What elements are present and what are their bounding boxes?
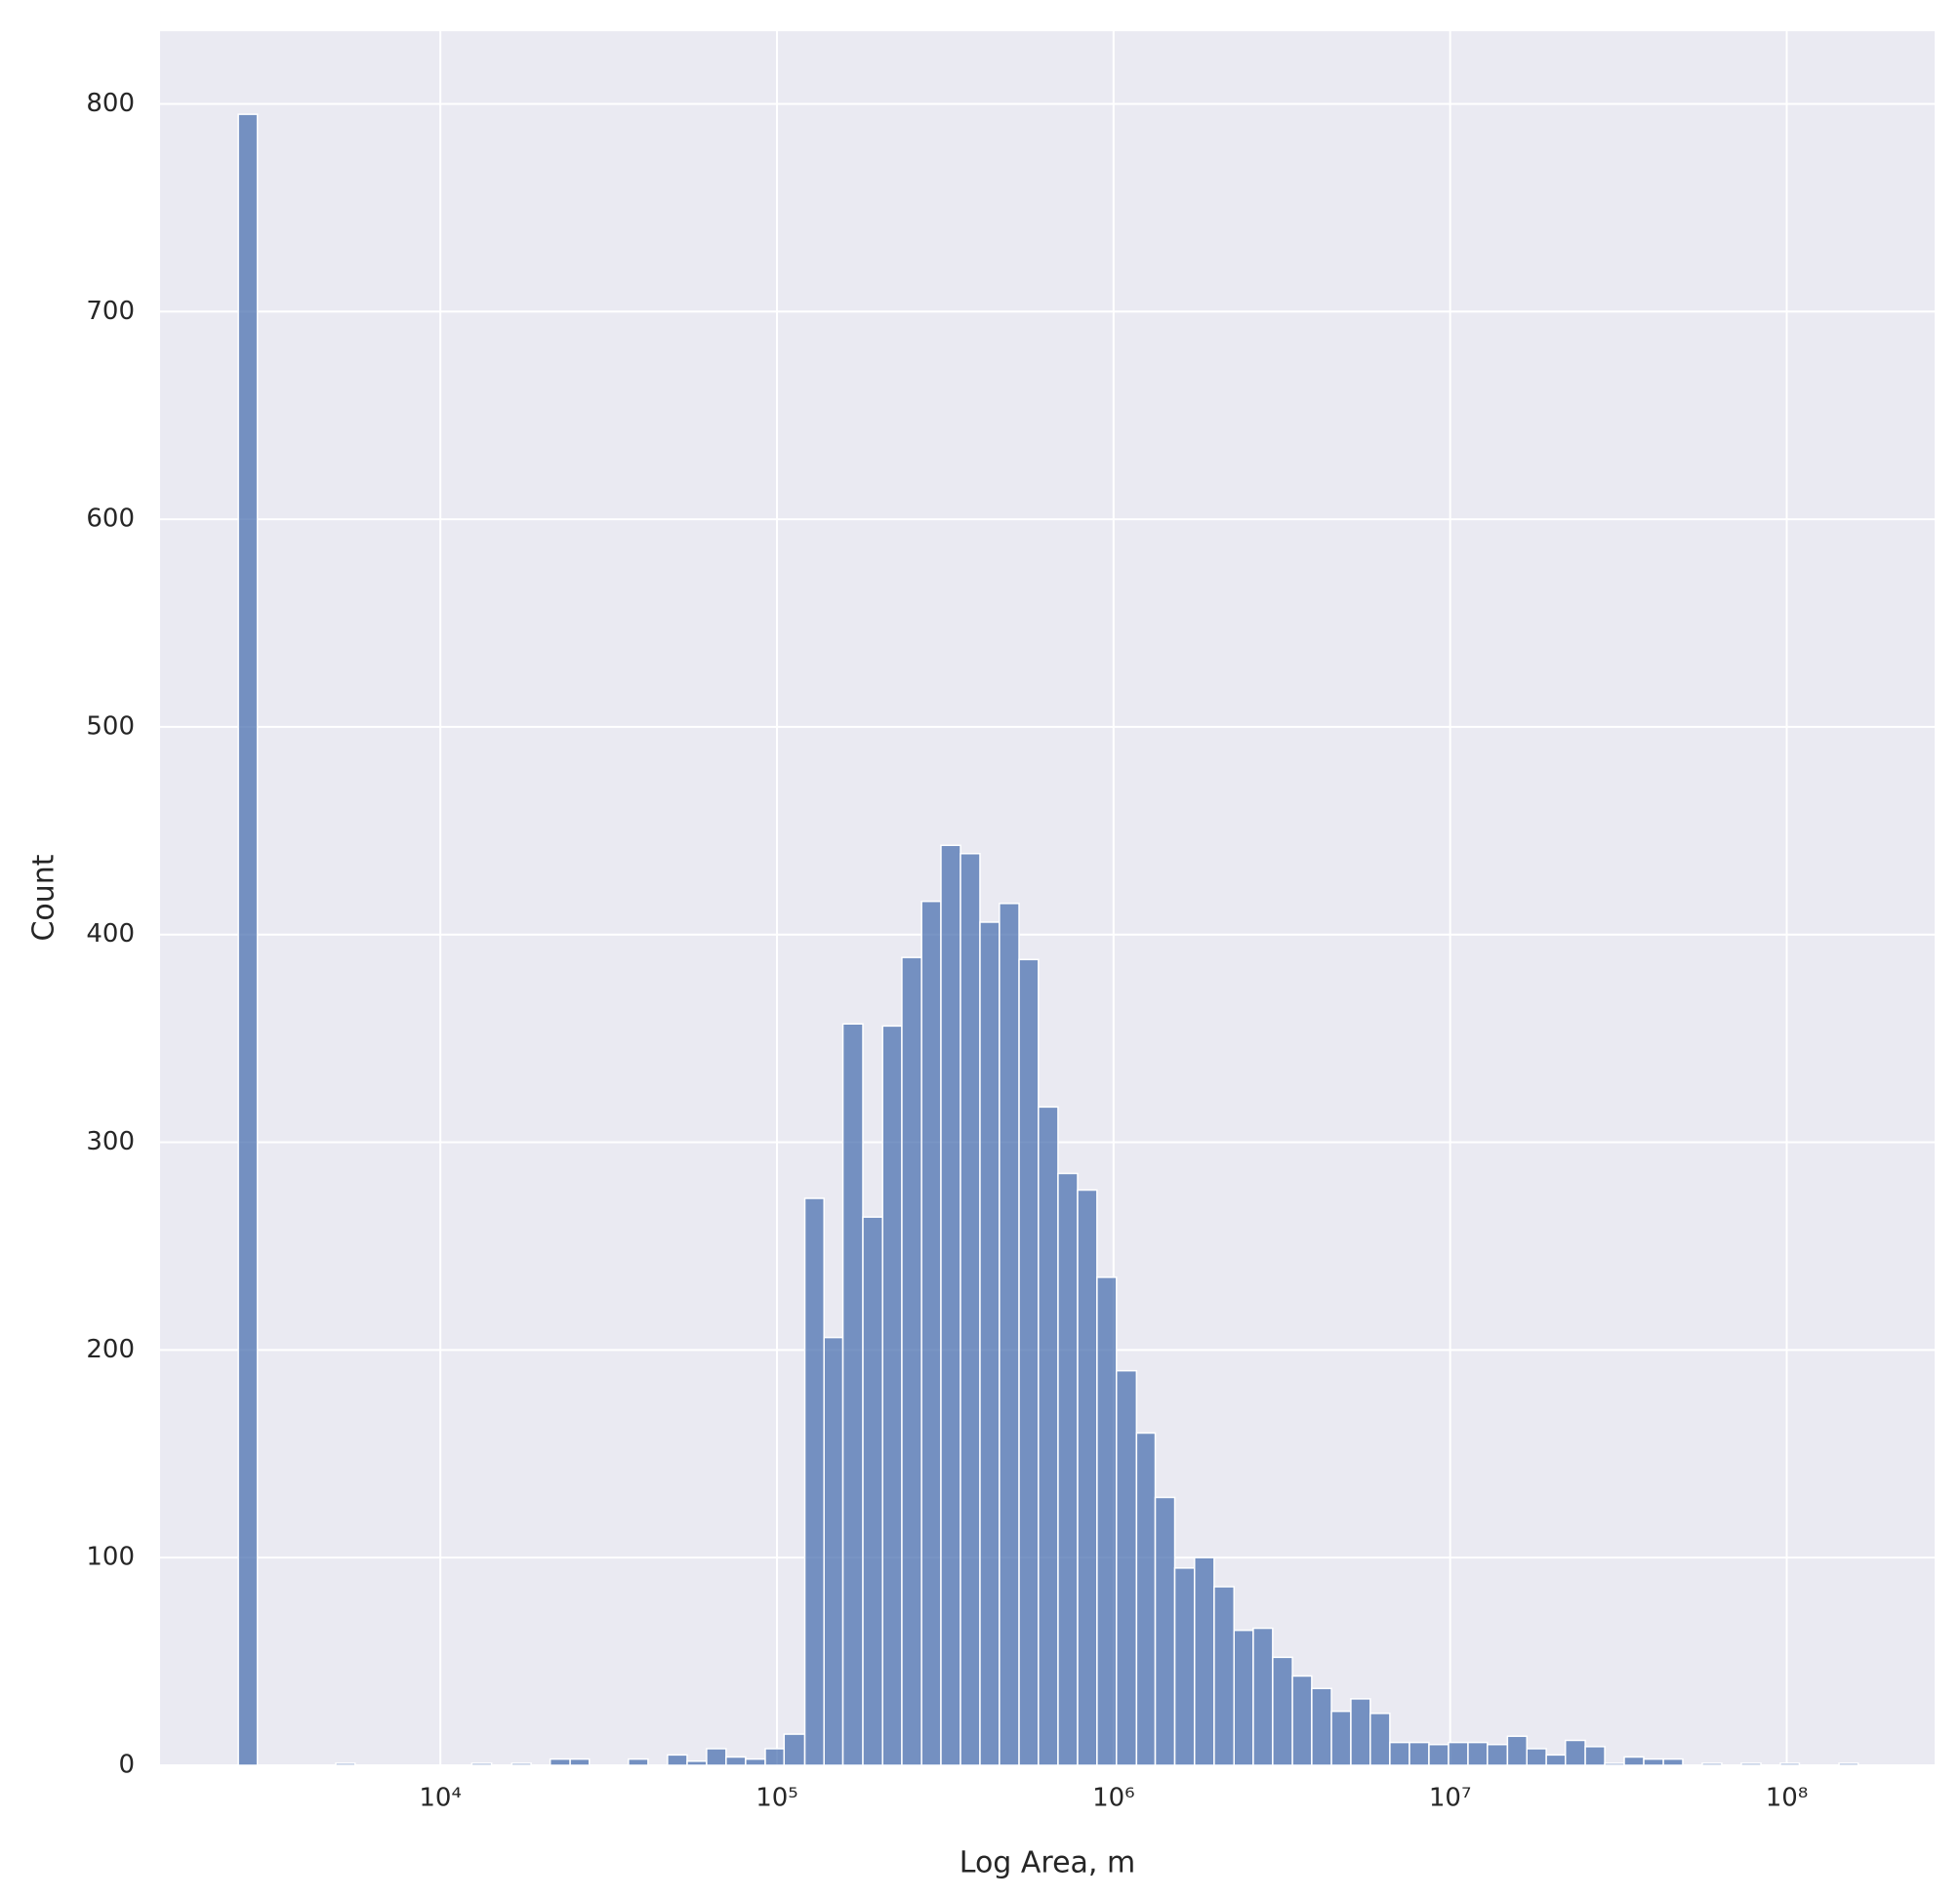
bar — [1409, 1741, 1430, 1766]
bar — [960, 852, 981, 1766]
bar — [1194, 1556, 1215, 1766]
y-tick-label: 0 — [118, 1751, 135, 1780]
y-tick-label: 200 — [86, 1335, 135, 1364]
bar — [881, 1025, 903, 1766]
bar — [237, 113, 259, 1766]
bar — [667, 1754, 688, 1766]
bar — [1350, 1698, 1371, 1766]
y-tick-label: 700 — [86, 297, 135, 326]
bar — [1506, 1735, 1528, 1766]
y-tick-label: 600 — [86, 505, 135, 534]
x-tick-label: 10⁸ — [1766, 1784, 1809, 1813]
bar — [1311, 1687, 1332, 1766]
bar — [1779, 1762, 1801, 1766]
bar — [1291, 1675, 1313, 1766]
y-tick-label: 500 — [86, 711, 135, 741]
bar — [1487, 1743, 1509, 1766]
bar — [1077, 1189, 1098, 1766]
y-axis-label: Count — [27, 854, 61, 941]
bar — [1428, 1743, 1450, 1766]
bar — [940, 844, 961, 1766]
bar — [1584, 1746, 1606, 1766]
bar — [1623, 1756, 1645, 1766]
bar — [1038, 1106, 1059, 1766]
bar — [1701, 1762, 1723, 1766]
bar — [803, 1197, 825, 1766]
bar — [470, 1762, 493, 1766]
bar — [510, 1762, 532, 1766]
bar — [1467, 1741, 1489, 1766]
bar — [1526, 1748, 1547, 1766]
bar — [1135, 1432, 1157, 1766]
bar — [745, 1758, 766, 1766]
bar — [1643, 1758, 1664, 1766]
x-tick-label: 10⁵ — [755, 1784, 798, 1813]
bar — [549, 1758, 571, 1766]
x-tick-label: 10⁷ — [1429, 1784, 1472, 1813]
bar — [920, 900, 942, 1766]
bar — [841, 1023, 864, 1766]
bar — [979, 921, 1000, 1766]
x-tick-label: 10⁶ — [1092, 1784, 1135, 1813]
bar — [1448, 1741, 1469, 1766]
x-axis-label: Log Area, m — [960, 1846, 1135, 1880]
y-tick-label: 800 — [86, 89, 135, 118]
bar — [1564, 1739, 1586, 1766]
bar — [1154, 1496, 1176, 1766]
bar — [823, 1336, 844, 1766]
bar — [1213, 1586, 1236, 1766]
bar — [862, 1216, 883, 1766]
bar — [335, 1762, 356, 1766]
bar — [1272, 1656, 1293, 1766]
bar — [706, 1748, 727, 1766]
bar — [783, 1733, 806, 1766]
bar — [1389, 1741, 1410, 1766]
bar — [999, 903, 1020, 1766]
bar — [1173, 1567, 1196, 1766]
bar — [1740, 1762, 1762, 1766]
bar — [725, 1756, 747, 1766]
bar — [1252, 1627, 1274, 1766]
bar — [1096, 1276, 1118, 1766]
bar — [1662, 1758, 1684, 1766]
bar — [1604, 1762, 1625, 1766]
y-tick-label: 100 — [86, 1543, 135, 1572]
bar — [901, 956, 922, 1766]
bar — [1116, 1369, 1138, 1766]
y-tick-label: 400 — [86, 919, 135, 949]
bar — [1018, 958, 1040, 1766]
bar — [764, 1748, 786, 1766]
bar — [569, 1758, 591, 1766]
bar — [1545, 1754, 1567, 1766]
y-tick-label: 300 — [86, 1127, 135, 1156]
bar — [1838, 1762, 1859, 1766]
bar — [686, 1759, 708, 1766]
bar — [1330, 1710, 1352, 1766]
x-tick-label: 10⁴ — [419, 1784, 462, 1813]
bar — [1233, 1629, 1254, 1766]
bar — [1369, 1713, 1391, 1766]
bar — [628, 1758, 649, 1766]
bar — [1057, 1172, 1079, 1766]
